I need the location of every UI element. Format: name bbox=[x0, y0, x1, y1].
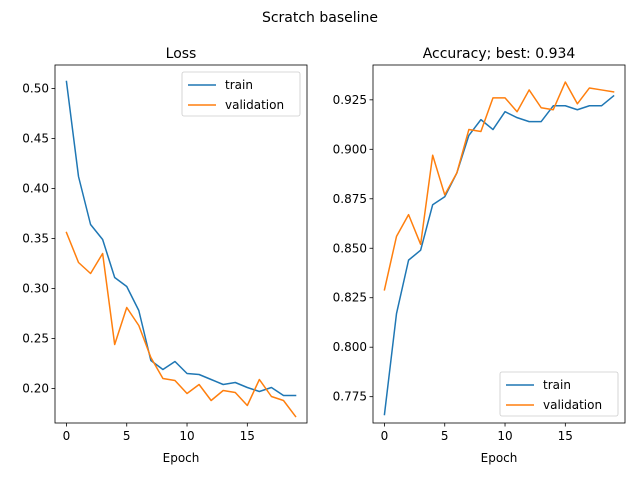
accuracy-legend-label-validation: validation bbox=[543, 398, 602, 412]
loss-panel: Loss 0 5 10 15 0.20 0.25 0.30 0.35 0.40 0.45 0.50 Ep… bbox=[22, 46, 308, 465]
accuracy-ytick-label: 0.825 bbox=[333, 291, 367, 305]
loss-xlabel: Epoch bbox=[163, 451, 200, 465]
accuracy-xtick-label: 10 bbox=[497, 429, 512, 443]
loss-ytick-label: 0.35 bbox=[22, 232, 49, 246]
loss-ytick-label: 0.30 bbox=[22, 282, 49, 296]
accuracy-legend: train validation bbox=[499, 371, 619, 417]
accuracy-title: Accuracy; best: 0.934 bbox=[423, 46, 576, 62]
loss-xtick-label: 10 bbox=[179, 429, 194, 443]
accuracy-xtick-label: 15 bbox=[558, 429, 573, 443]
accuracy-panel: Accuracy; best: 0.934 0 5 10 15 0.775 0.800 0.8… bbox=[333, 46, 626, 465]
accuracy-axes-frame bbox=[372, 64, 626, 424]
loss-xtick-label: 5 bbox=[123, 429, 131, 443]
loss-ytick-label: 0.40 bbox=[22, 182, 49, 196]
loss-series-validation bbox=[65, 231, 297, 418]
loss-axes-frame bbox=[54, 64, 308, 424]
accuracy-ytick-label: 0.850 bbox=[333, 241, 367, 255]
loss-series-train bbox=[65, 80, 297, 397]
loss-legend: train validation bbox=[181, 71, 301, 117]
accuracy-ytick-label: 0.800 bbox=[333, 340, 367, 354]
figure-suptitle: Scratch baseline bbox=[262, 10, 378, 26]
accuracy-series-train bbox=[383, 94, 615, 416]
accuracy-ytick-label: 0.900 bbox=[333, 142, 367, 156]
loss-ytick-label: 0.45 bbox=[22, 132, 49, 146]
loss-legend-label-validation: validation bbox=[225, 98, 284, 112]
loss-ytick-label: 0.20 bbox=[22, 382, 49, 396]
loss-xtick-label: 0 bbox=[63, 429, 71, 443]
accuracy-ytick-label: 0.925 bbox=[333, 93, 367, 107]
accuracy-legend-label-train: train bbox=[543, 378, 571, 392]
loss-ytick-label: 0.50 bbox=[22, 82, 49, 96]
accuracy-xtick-label: 5 bbox=[441, 429, 449, 443]
accuracy-ytick-label: 0.875 bbox=[333, 192, 367, 206]
loss-legend-label-train: train bbox=[225, 78, 253, 92]
accuracy-series-validation bbox=[383, 81, 615, 291]
loss-ytick-label: 0.25 bbox=[22, 332, 49, 346]
accuracy-ytick-label: 0.775 bbox=[333, 390, 367, 404]
loss-xtick-label: 15 bbox=[240, 429, 255, 443]
accuracy-xtick-label: 0 bbox=[381, 429, 389, 443]
accuracy-xlabel: Epoch bbox=[481, 451, 518, 465]
loss-title: Loss bbox=[166, 46, 197, 62]
